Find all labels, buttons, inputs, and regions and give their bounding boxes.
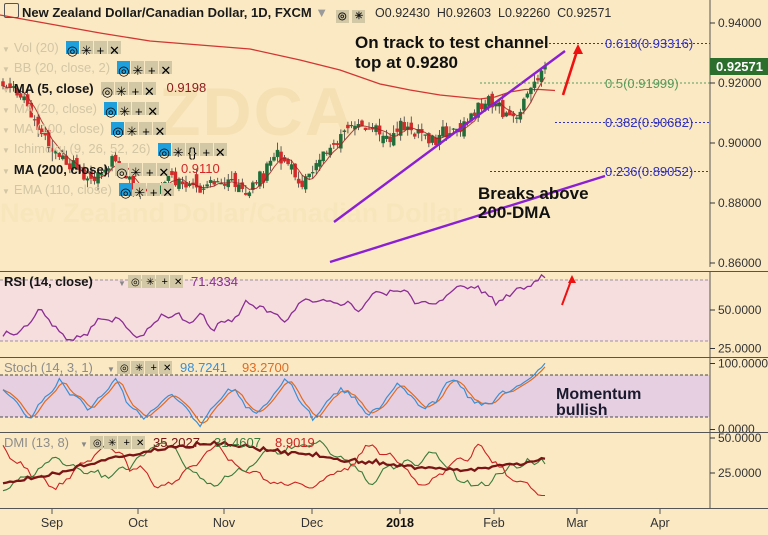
svg-text:50.0000: 50.0000 [718,433,762,445]
svg-text:8.9019: 8.9019 [275,435,315,450]
svg-text:+: + [124,437,130,449]
svg-text:◎: ◎ [93,438,102,449]
svg-text:Breaks above: Breaks above [478,184,589,203]
svg-text:+: + [151,362,157,374]
svg-text:▼: ▼ [118,279,126,288]
svg-text:0.236(0.89052): 0.236(0.89052) [605,164,693,179]
svg-text:0.90000: 0.90000 [718,136,762,150]
svg-text:0.94000: 0.94000 [718,16,762,30]
svg-text:0.382(0.90682): 0.382(0.90682) [605,115,693,130]
svg-text:Oct: Oct [128,516,148,530]
svg-text:0.5(0.91999): 0.5(0.91999) [605,76,679,91]
svg-text:98.7241: 98.7241 [180,360,227,375]
svg-text:0.92571: 0.92571 [716,59,763,74]
svg-text:Apr: Apr [650,516,669,530]
svg-text:✕: ✕ [174,277,182,288]
svg-text:2018: 2018 [386,516,414,530]
svg-text:◎: ◎ [120,363,129,374]
svg-text:25.0000: 25.0000 [718,466,762,480]
svg-text:Stoch (14, 3, 1): Stoch (14, 3, 1) [4,360,93,375]
svg-text:25.0000: 25.0000 [718,342,762,356]
svg-text:▼: ▼ [80,440,88,449]
svg-text:200-DMA: 200-DMA [478,203,551,222]
svg-text:71.4334: 71.4334 [191,274,238,289]
svg-text:+: + [162,276,168,288]
svg-text:100.0000: 100.0000 [718,358,768,371]
svg-text:Nov: Nov [213,516,236,530]
svg-text:Momentum: Momentum [556,386,641,403]
svg-text:DMI (13, 8): DMI (13, 8) [4,435,69,450]
svg-text:◎: ◎ [131,277,140,288]
svg-text:0.618(0.93316): 0.618(0.93316) [605,36,693,51]
svg-text:Mar: Mar [566,516,588,530]
svg-text:31.4607: 31.4607 [214,435,261,450]
svg-text:RSI (14, close): RSI (14, close) [4,274,93,289]
svg-text:✕: ✕ [163,363,171,374]
svg-text:50.0000: 50.0000 [718,303,762,317]
svg-text:✳: ✳ [108,438,116,449]
svg-text:Sep: Sep [41,516,63,530]
svg-text:✕: ✕ [136,438,144,449]
svg-text:✳: ✳ [146,277,154,288]
svg-text:0.88000: 0.88000 [718,196,762,210]
svg-text:New Zealand Dollar/Canadian Do: New Zealand Dollar/Canadian Dollar [0,198,463,228]
svg-text:0.92000: 0.92000 [718,76,762,90]
svg-text:bullish: bullish [556,402,608,419]
svg-text:▼: ▼ [107,365,115,374]
svg-text:✳: ✳ [135,363,143,374]
svg-text:Feb: Feb [483,516,505,530]
svg-text:93.2700: 93.2700 [242,360,289,375]
svg-text:Dec: Dec [301,516,323,530]
svg-text:35.2027: 35.2027 [153,435,200,450]
svg-text:0.86000: 0.86000 [718,256,762,267]
